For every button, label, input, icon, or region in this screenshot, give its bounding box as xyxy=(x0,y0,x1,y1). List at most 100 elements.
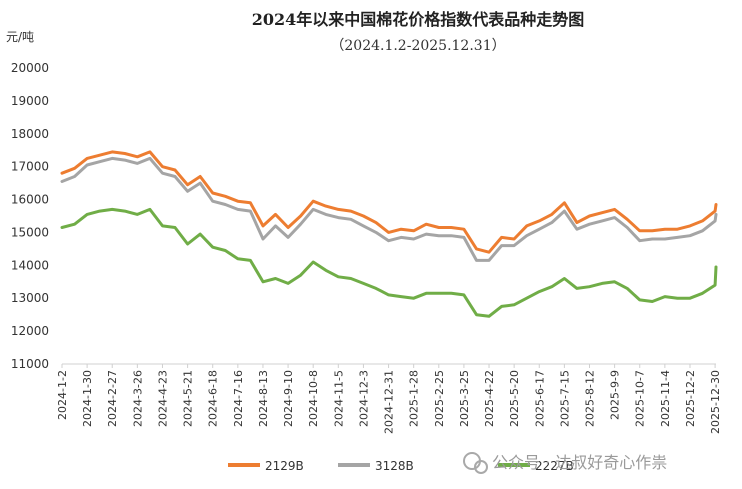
x-tick-label: 2025-10-7 xyxy=(634,370,647,427)
y-tick-label: 19000 xyxy=(11,94,49,108)
data-point-3128b xyxy=(613,216,616,219)
data-point-2227b xyxy=(412,297,415,300)
data-point-3128b xyxy=(161,172,164,175)
data-point-2129b xyxy=(550,213,553,216)
data-point-2129b xyxy=(312,200,315,203)
data-point-2129b xyxy=(538,219,541,222)
data-point-3128b xyxy=(475,259,478,262)
data-point-2129b xyxy=(375,221,377,224)
data-point-2129b xyxy=(651,229,654,232)
data-point-2129b xyxy=(676,228,679,231)
y-tick-label: 18000 xyxy=(11,127,49,141)
data-point-2227b xyxy=(86,213,89,216)
y-axis: 11000 12000 13000 14000 15000 16000 17000 18000… xyxy=(11,61,49,371)
x-tick-label: 2024-11-5 xyxy=(332,370,345,427)
data-point-3128b xyxy=(73,175,76,178)
data-point-2129b xyxy=(425,223,428,226)
x-tick-label: 2024-2-27 xyxy=(106,370,119,427)
y-tick-label: 13000 xyxy=(11,291,49,305)
data-point-2129b xyxy=(412,229,415,232)
data-point-2227b xyxy=(161,224,164,227)
data-point-2129b xyxy=(337,208,340,211)
data-point-2227b xyxy=(362,282,365,285)
data-point-2227b xyxy=(312,261,315,263)
data-point-2129b xyxy=(236,200,239,203)
data-point-3128b xyxy=(236,208,239,211)
data-point-3128b xyxy=(701,229,704,232)
x-tick-label: 2024-1-30 xyxy=(81,370,94,427)
data-point-3128b xyxy=(601,219,604,222)
data-point-2129b xyxy=(437,226,440,229)
data-point-2227b xyxy=(249,259,252,262)
data-point-2129b xyxy=(199,175,202,178)
data-point-2227b xyxy=(111,208,114,211)
x-tick-label: 2025-4-22 xyxy=(483,370,496,427)
x-tick-label: 2025-1-28 xyxy=(408,370,421,427)
data-point-2227b xyxy=(538,290,541,293)
data-point-3128b xyxy=(588,223,591,226)
y-tick-label: 16000 xyxy=(11,193,49,207)
data-point-2129b xyxy=(161,165,164,168)
data-point-2129b xyxy=(500,236,503,239)
x-tick-label: 2025-7-15 xyxy=(558,370,571,427)
series-line-2227b xyxy=(60,207,718,318)
data-point-3128b xyxy=(61,180,63,183)
data-point-2129b xyxy=(613,208,616,211)
data-point-3128b xyxy=(462,236,465,239)
data-point-2129b xyxy=(400,228,403,231)
data-point-2227b xyxy=(575,287,578,290)
data-point-2227b xyxy=(437,292,440,295)
data-point-2129b xyxy=(362,215,365,217)
data-point-3128b xyxy=(86,164,89,166)
data-point-2227b xyxy=(61,226,63,229)
data-point-2129b xyxy=(575,221,578,224)
data-point-3128b xyxy=(262,238,264,240)
data-point-3128b xyxy=(186,190,189,193)
data-point-2129b xyxy=(61,172,63,175)
x-tick-label: 2024-12-3 xyxy=(357,370,370,427)
data-point-2129b xyxy=(136,155,139,158)
x-axis: 2024-1-2 2024-1-30 2024-2-27 2024-3-26 2024-… xyxy=(56,364,722,434)
data-point-2227b xyxy=(400,295,403,298)
data-point-2129b xyxy=(601,211,604,214)
data-point-3128b xyxy=(714,219,717,222)
data-point-3128b xyxy=(299,223,302,226)
data-point-2227b xyxy=(500,305,503,308)
data-point-2227b xyxy=(714,284,717,287)
x-tick-label: 2024-3-26 xyxy=(131,370,144,427)
data-point-3128b xyxy=(450,234,453,237)
data-point-2129b xyxy=(249,201,252,204)
x-tick-label: 2025-6-17 xyxy=(533,370,546,427)
data-point-2129b xyxy=(387,231,390,234)
data-point-2227b xyxy=(262,280,264,283)
data-point-2129b xyxy=(123,152,126,155)
data-point-2129b xyxy=(588,215,591,217)
data-point-2129b xyxy=(349,210,352,213)
data-point-2129b xyxy=(211,192,214,194)
data-point-2129b xyxy=(488,251,490,254)
x-tick-label: 2025-12-2 xyxy=(684,370,697,427)
data-point-3128b xyxy=(287,236,290,239)
x-tick-label: 2025-11-4 xyxy=(659,370,672,427)
data-point-2227b xyxy=(601,282,604,285)
series-lines xyxy=(60,150,718,318)
x-tick-label: 2024-1-2 xyxy=(56,370,69,420)
x-tick-label: 2025-12-30 xyxy=(709,370,722,434)
data-point-2227b xyxy=(626,287,629,290)
data-point-2227b xyxy=(224,249,227,252)
data-point-2227b xyxy=(462,293,465,296)
data-point-2227b xyxy=(663,295,666,298)
x-tick-label: 2024-12-31 xyxy=(383,370,396,434)
data-point-2227b xyxy=(174,226,176,229)
y-tick-label: 12000 xyxy=(11,324,49,338)
data-point-3128b xyxy=(676,236,679,239)
data-point-2227b xyxy=(613,280,616,283)
data-point-2129b xyxy=(98,154,101,157)
data-point-3128b xyxy=(500,244,503,247)
data-point-2129b xyxy=(324,205,327,208)
chart-subtitle: （2024.1.2-2025.12.31） xyxy=(330,38,505,54)
chart-title: 2024年以来中国棉花价格指数代表品种走势图 xyxy=(252,10,585,29)
data-point-2129b xyxy=(513,238,516,240)
data-point-3128b xyxy=(98,160,101,163)
